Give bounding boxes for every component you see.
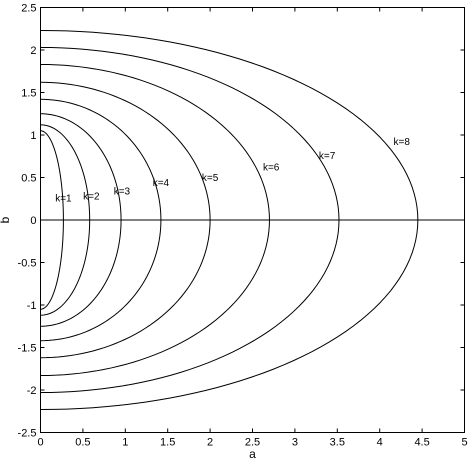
x-tick-label: 2.5 (245, 437, 260, 449)
x-tick-label: 3 (292, 437, 298, 449)
x-tick-label: 2 (207, 437, 213, 449)
x-axis-ticks: 0 0.5 1 1.5 2 2.5 3 3.5 4 4.5 5 (37, 7, 468, 449)
curve-k2 (40, 124, 91, 316)
y-tick-label: -0.5 (18, 258, 37, 270)
curve-k6 (40, 63, 270, 377)
curves-group (40, 29, 419, 411)
curve-label-k1: k=1 (55, 193, 72, 204)
curve-label-k3: k=3 (114, 187, 131, 198)
curve-k1 (40, 130, 64, 310)
curve-k8 (40, 29, 419, 411)
y-tick-label: 2 (30, 45, 36, 57)
curve-label-k6: k=6 (263, 163, 280, 174)
y-tick-label: -1 (27, 300, 37, 312)
x-tick-label: 0.5 (75, 437, 90, 449)
y-tick-label: -2.5 (18, 428, 37, 440)
y-tick-label: 0 (30, 215, 36, 227)
x-tick-label: 0 (37, 437, 43, 449)
y-tick-label: 0.5 (21, 173, 36, 185)
x-tick-label: 4 (377, 437, 383, 449)
curve-label-k5: k=5 (202, 173, 219, 184)
y-tick-label: 2.5 (21, 3, 36, 15)
x-tick-label: 1 (122, 437, 128, 449)
y-tick-label: 1 (30, 130, 36, 142)
curve-k7 (40, 46, 340, 394)
curve-label-k8: k=8 (394, 137, 411, 148)
y-axis-ticks: 2.5 2 1.5 1 0.5 0 -0.5 -1 -1.5 -2 -2.5 (18, 3, 465, 440)
curve-label-k7: k=7 (319, 151, 336, 162)
x-tick-label: 4.5 (414, 437, 429, 449)
curve-k5 (40, 81, 211, 359)
y-axis-label: b (0, 216, 12, 223)
curve-label-k2: k=2 (83, 192, 100, 203)
y-tick-label: -2 (27, 385, 37, 397)
curve-k4 (40, 98, 162, 342)
y-tick-label: 1.5 (21, 88, 36, 100)
x-tick-label: 3.5 (330, 437, 345, 449)
curve-labels-group: k=1 k=2 k=3 k=4 k=5 k=6 k=7 k=8 (55, 137, 410, 204)
x-tick-label: 5 (461, 437, 467, 449)
x-axis-label: a (249, 447, 256, 461)
x-tick-label: 1.5 (160, 437, 175, 449)
y-tick-label: -1.5 (18, 343, 37, 355)
curve-k3 (40, 113, 122, 327)
curve-label-k4: k=4 (153, 178, 170, 189)
